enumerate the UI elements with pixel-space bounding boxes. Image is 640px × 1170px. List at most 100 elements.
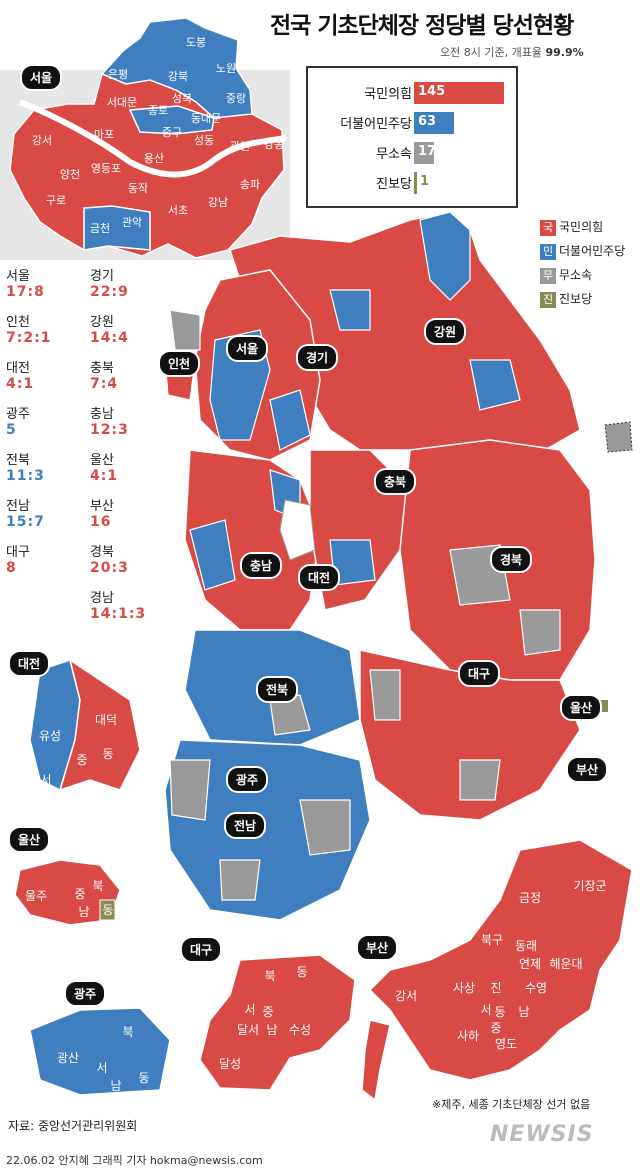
svg-text:용산: 용산 [144, 152, 164, 165]
tally-region: 대구 [6, 545, 30, 560]
svg-text:동: 동 [296, 965, 307, 979]
tally-score: 14:1:3 [90, 606, 147, 622]
svg-text:성북: 성북 [172, 92, 192, 105]
seat-bar: 63 [414, 112, 454, 134]
svg-text:남: 남 [78, 905, 89, 919]
tally-region: 경기 [90, 269, 114, 284]
seat-count: 1 [420, 174, 430, 189]
map-badge-seoul: 서울 [226, 335, 269, 362]
svg-text:해운대: 해운대 [549, 957, 582, 971]
tally-score: 7:2:1 [6, 330, 52, 346]
legend-swatch: 민 [540, 243, 556, 260]
ulsan-inset-badge: 울산 [8, 826, 51, 853]
legend-swatch: 무 [540, 267, 556, 284]
legend-label: 진보당 [559, 292, 593, 306]
tally-score: 14:4 [90, 330, 129, 346]
svg-text:서: 서 [244, 1003, 255, 1017]
svg-text:영도: 영도 [495, 1037, 517, 1051]
svg-text:남: 남 [266, 1023, 277, 1037]
map-badge-chungnam: 충남 [240, 552, 283, 579]
tally-item: 경북 20:3 [90, 541, 129, 576]
seat-count: 63 [418, 114, 437, 129]
svg-text:달성: 달성 [219, 1057, 241, 1071]
map-badge-jeonnam: 전남 [224, 812, 267, 839]
daejeon-inset-badge: 대전 [8, 650, 51, 677]
svg-text:중: 중 [74, 887, 85, 901]
svg-text:광진: 광진 [230, 140, 250, 153]
tally-item: 대전 4:1 [6, 357, 34, 392]
tally-region: 충북 [90, 361, 114, 376]
tally-item: 충남 12:3 [90, 403, 129, 438]
svg-text:서: 서 [40, 773, 51, 787]
svg-text:남: 남 [518, 1005, 529, 1019]
svg-text:은평: 은평 [108, 68, 128, 81]
tally-region: 울산 [90, 453, 114, 468]
tally-score: 12:3 [90, 422, 129, 438]
svg-text:사상: 사상 [453, 981, 475, 995]
tally-item: 충북 7:4 [90, 357, 118, 392]
newsis-logo: NEWSIS [490, 1122, 594, 1147]
tally-item: 전남 15:7 [6, 495, 45, 530]
tally-region: 경북 [90, 545, 114, 560]
seat-count: 17 [418, 144, 437, 159]
count-status: 오전 8시 기준, 개표율 99.9% [440, 44, 584, 60]
busan-inset-badge: 부산 [356, 934, 399, 961]
svg-text:북: 북 [92, 879, 103, 893]
map-badge-daejeon: 대전 [298, 564, 341, 591]
svg-text:서: 서 [96, 1061, 107, 1075]
tally-region: 충남 [90, 407, 114, 422]
page-title: 전국 기초단체장 정당별 당선현황 [270, 13, 574, 39]
svg-text:달서: 달서 [237, 1023, 259, 1037]
tally-item: 경남 14:1:3 [90, 587, 146, 622]
svg-text:북구: 북구 [481, 933, 503, 947]
legend-item: 국 국민의힘 [540, 218, 625, 242]
svg-text:영등포: 영등포 [91, 162, 121, 175]
tally-item: 전북 11:3 [6, 449, 45, 484]
credit-line: 22.06.02 안지혜 그래픽 기자 hokma@newsis.com [6, 1154, 263, 1167]
svg-text:종로: 종로 [148, 104, 168, 117]
svg-text:동작: 동작 [128, 182, 148, 195]
legend-item: 민 더불어민주당 [540, 242, 625, 266]
svg-text:관악: 관악 [122, 216, 142, 229]
svg-text:중: 중 [490, 1021, 501, 1035]
svg-text:북: 북 [122, 1025, 133, 1039]
tally-score: 11:3 [6, 468, 45, 484]
footnote: ※제주, 세종 기초단체장 선거 없음 [432, 1098, 591, 1111]
tally-region: 부산 [90, 499, 114, 514]
tally-score: 16 [90, 514, 112, 530]
svg-text:북: 북 [264, 969, 275, 983]
svg-text:성동: 성동 [194, 134, 214, 147]
svg-text:도봉: 도봉 [186, 36, 206, 49]
svg-text:서대문: 서대문 [107, 96, 137, 109]
tally-score: 20:3 [90, 560, 129, 576]
svg-text:연제: 연제 [519, 957, 541, 971]
svg-text:수성: 수성 [289, 1023, 311, 1037]
tally-region: 대전 [6, 361, 30, 376]
tally-score: 4:1 [6, 376, 35, 392]
svg-text:동: 동 [138, 1071, 149, 1085]
seat-bar: 17 [414, 142, 437, 164]
tally-region: 광주 [6, 407, 30, 422]
result-row: 무소속 17 [308, 140, 516, 164]
tally-item: 울산 4:1 [90, 449, 118, 484]
gwangju-inset-badge: 광주 [64, 980, 107, 1007]
svg-text:광산: 광산 [57, 1051, 79, 1065]
svg-text:강서: 강서 [32, 134, 52, 147]
svg-text:유성: 유성 [39, 729, 61, 743]
tally-score: 17:8 [6, 284, 45, 300]
party-label: 무소속 [376, 147, 412, 162]
map-badge-gangwon: 강원 [424, 318, 467, 345]
svg-text:동: 동 [102, 747, 113, 761]
svg-text:강동: 강동 [264, 138, 284, 151]
legend-item: 무 무소속 [540, 266, 625, 290]
tally-score: 22:9 [90, 284, 129, 300]
map-badge-gyeongbuk: 경북 [490, 546, 533, 573]
tally-item: 대구 8 [6, 541, 30, 576]
tally-item: 서울 17:8 [6, 265, 45, 300]
daejeon-inset-map: 유성 대덕 중 동서 [29, 658, 141, 792]
svg-text:구로: 구로 [46, 194, 66, 207]
legend-label: 더불어민주당 [559, 244, 626, 258]
